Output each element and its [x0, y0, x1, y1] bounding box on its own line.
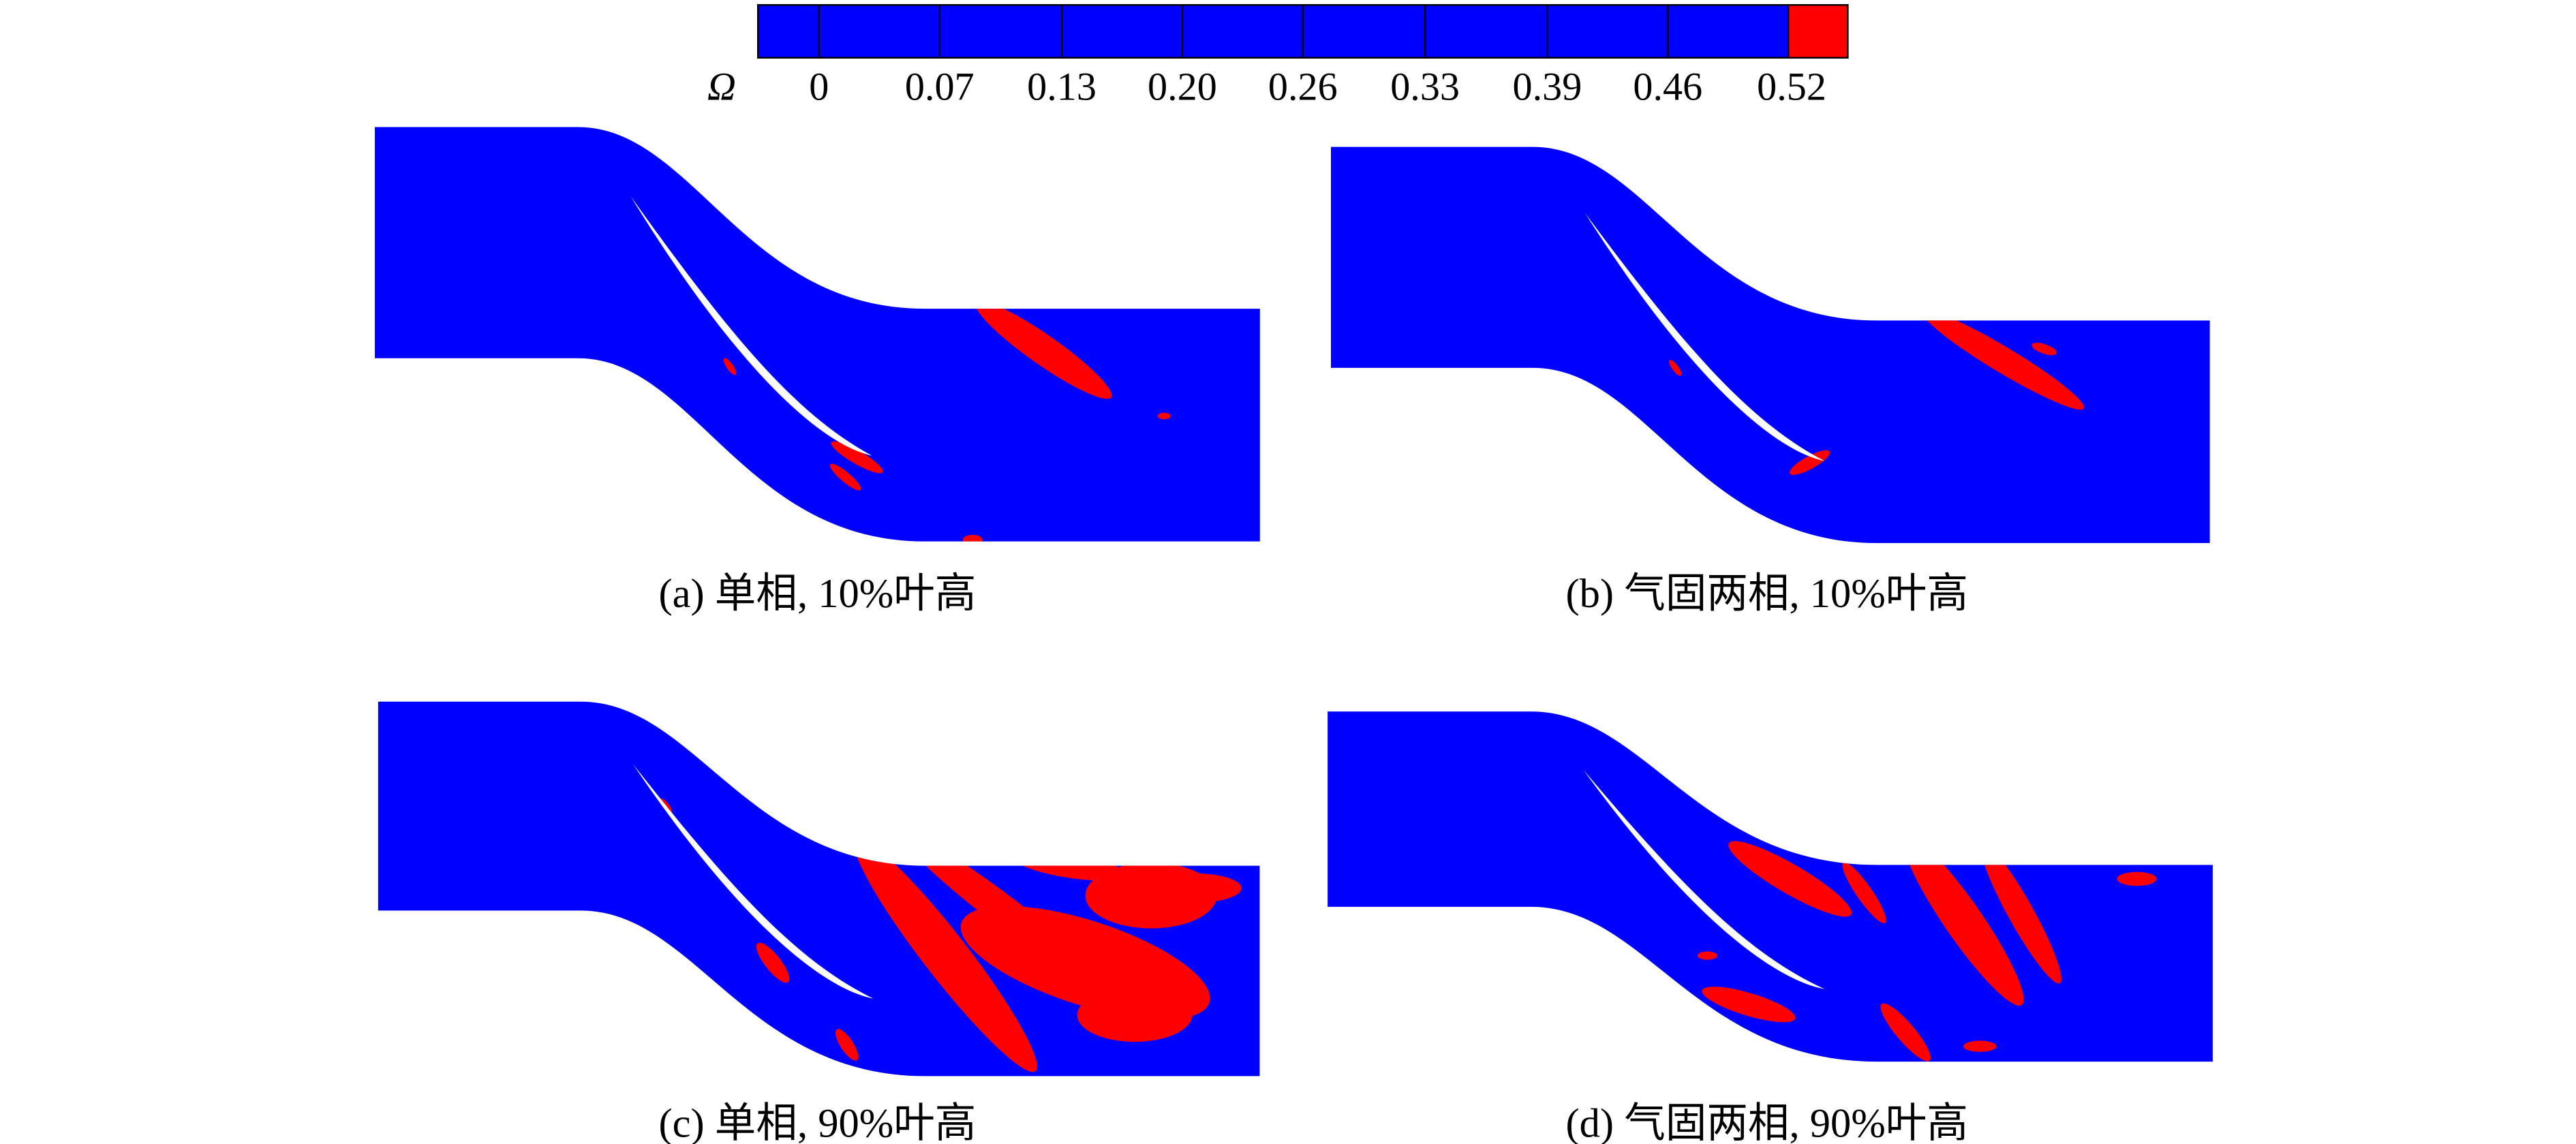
contour-panel	[1328, 711, 2213, 1062]
colorbar-dividers	[818, 5, 1669, 58]
panel-caption: (d) 气固两相, 90%叶高	[1565, 1101, 1967, 1144]
colorbar-tick: 0.52	[1757, 65, 1826, 109]
colorbar-tick: 0.13	[1027, 65, 1097, 109]
colorbar-tick: 0.46	[1633, 65, 1702, 109]
panel-caption: (c) 单相, 90%叶高	[658, 1101, 976, 1144]
colorbar-red	[1787, 4, 1849, 59]
contour-panel	[1331, 146, 2210, 543]
colorbar-tick: 0.07	[905, 65, 975, 109]
colorbar: Ω 0 0.07 0.13 0.20 0.26 0.33 0.39 0.46 0…	[707, 4, 1849, 109]
contour-panel	[375, 127, 1260, 542]
panel-caption: (a) 单相, 10%叶高	[658, 571, 976, 617]
colorbar-tick: 0.39	[1513, 65, 1582, 109]
colorbar-tick: 0.33	[1390, 65, 1460, 109]
contour-panel	[378, 701, 1260, 1077]
colorbar-tick: 0	[809, 65, 829, 109]
colorbar-symbol: Ω	[707, 65, 736, 109]
colorbar-blue	[756, 4, 1790, 59]
colorbar-tick: 0.26	[1268, 65, 1338, 109]
panel-caption: (b) 气固两相, 10%叶高	[1565, 571, 1967, 617]
colorbar-tick: 0.20	[1148, 65, 1217, 109]
